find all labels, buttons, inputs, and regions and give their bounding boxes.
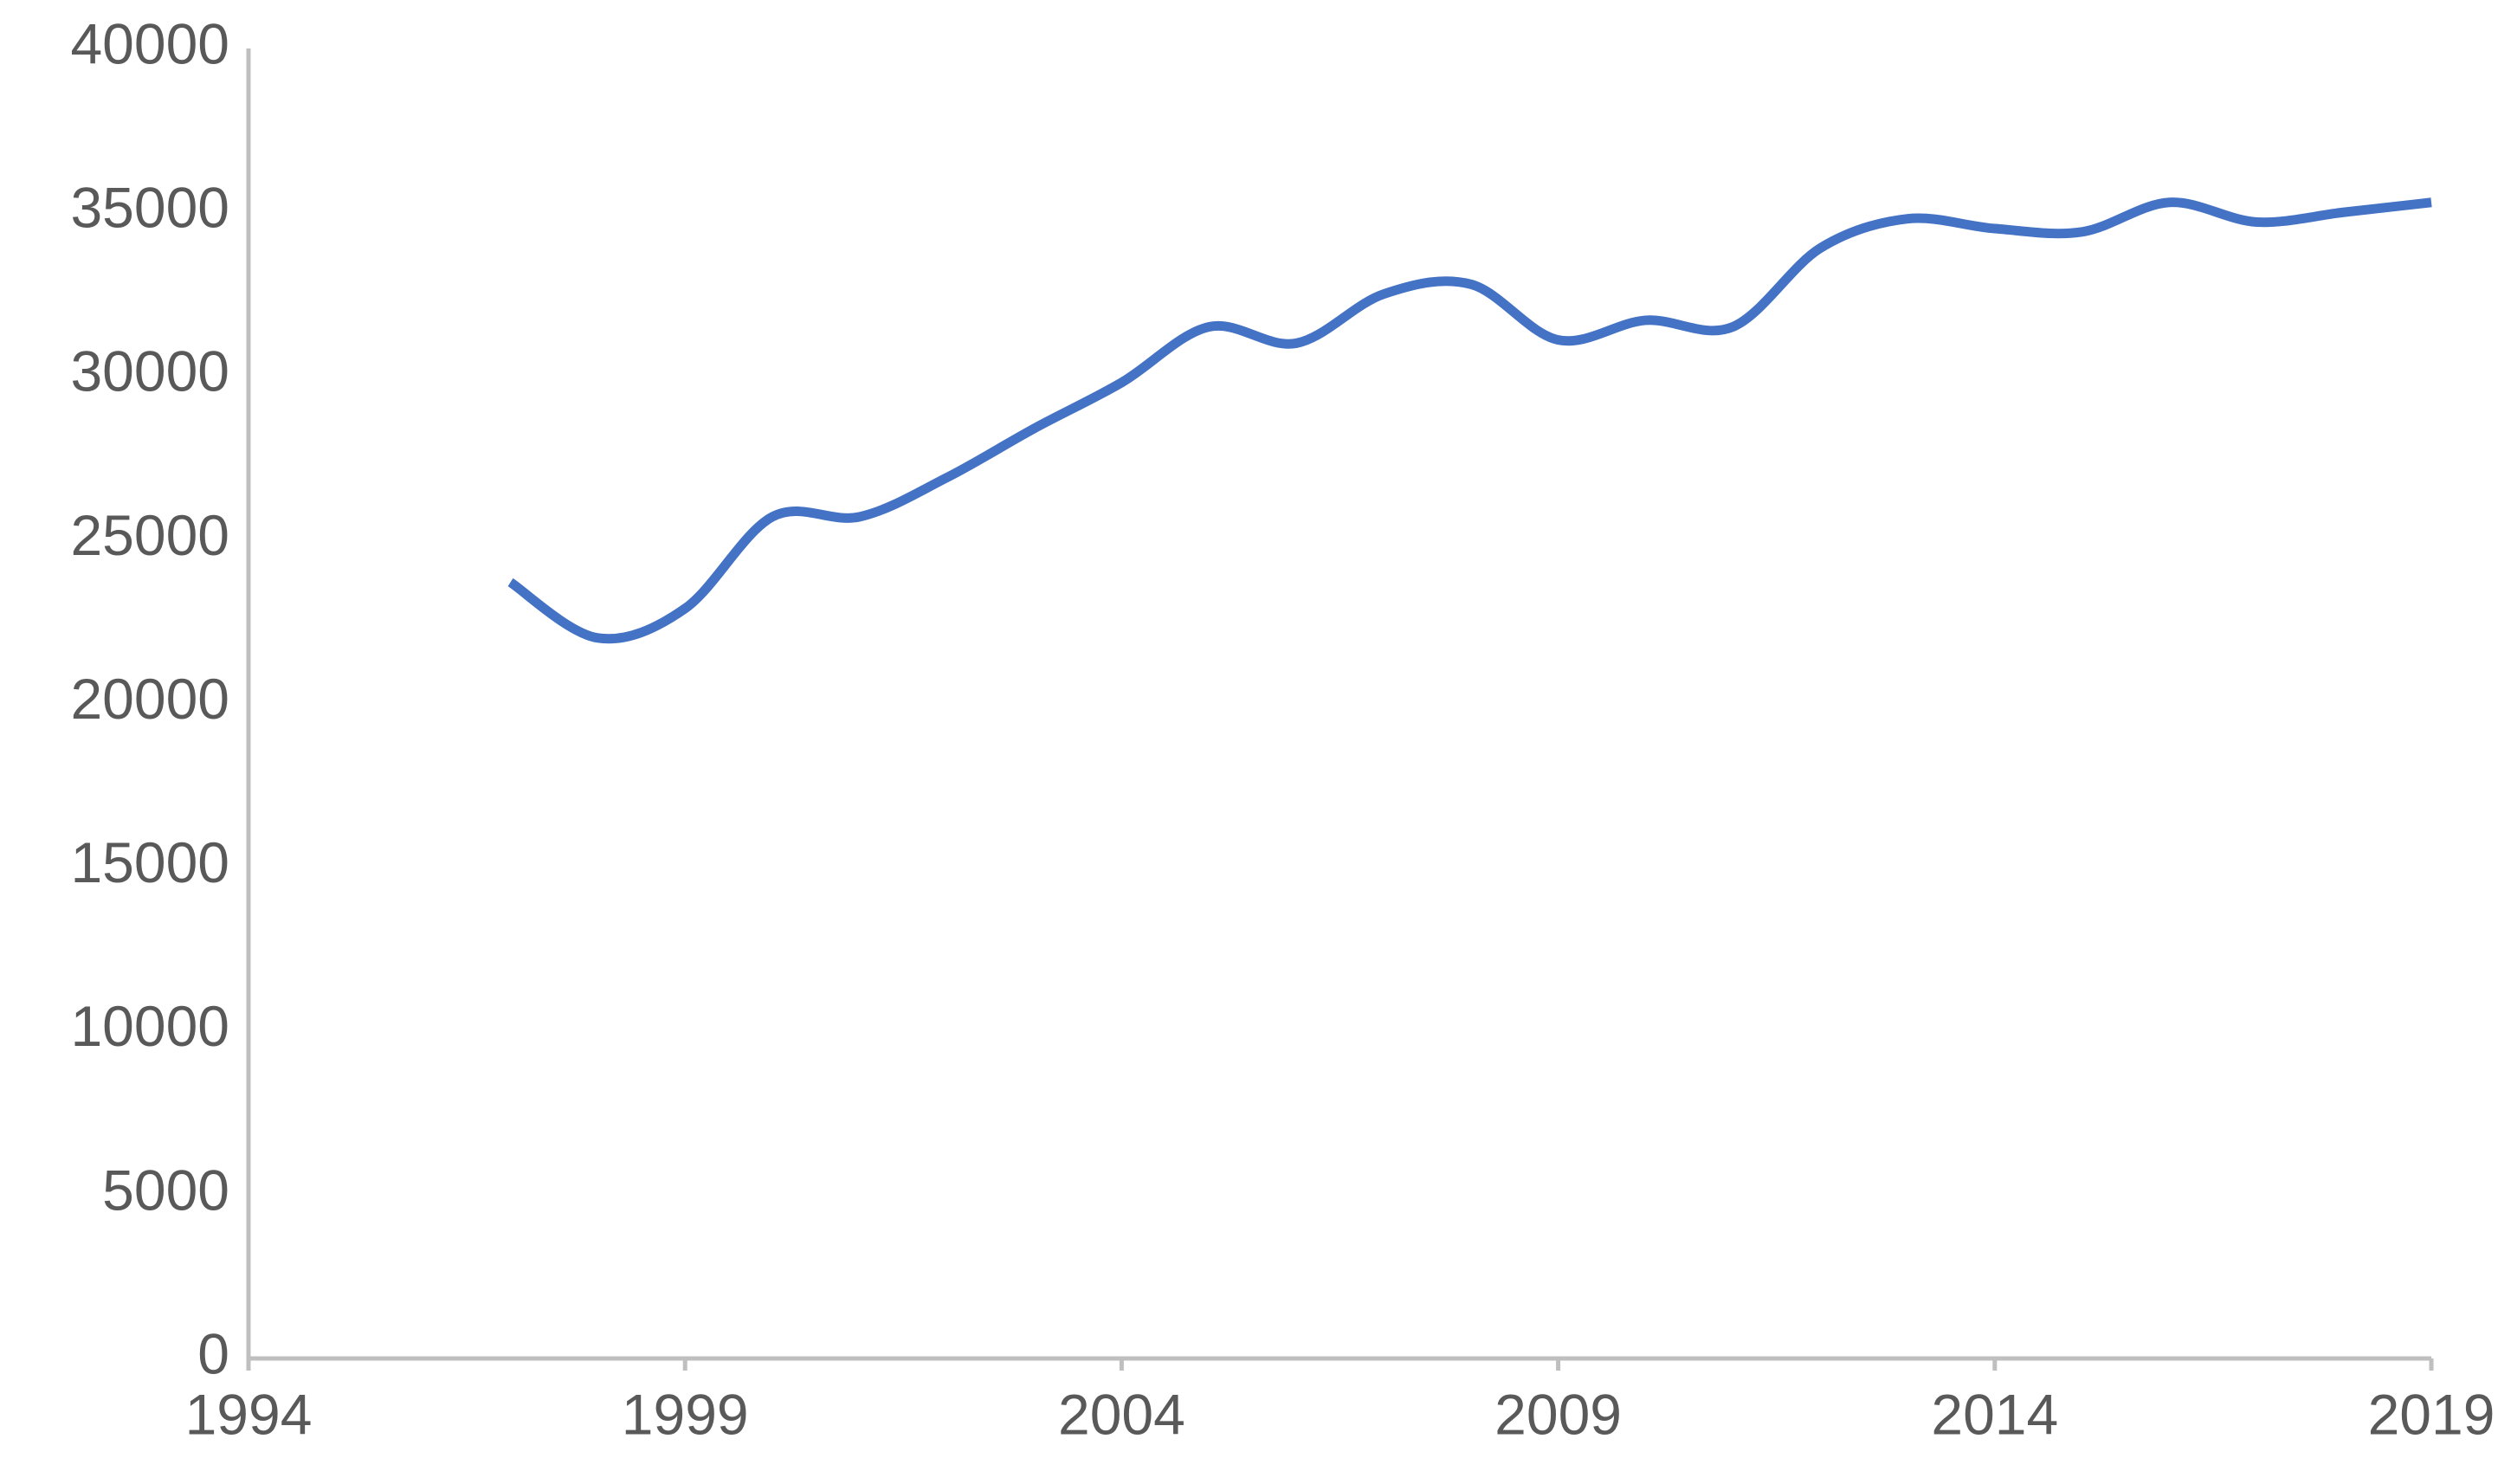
y-tick-label: 25000 [70, 503, 229, 567]
y-tick-label: 20000 [70, 667, 229, 731]
x-tick-label: 2014 [1931, 1382, 2058, 1446]
y-tick-label: 35000 [70, 176, 229, 240]
x-tick-label: 1999 [622, 1382, 749, 1446]
x-tick-label: 1994 [185, 1382, 313, 1446]
y-tick-label: 40000 [70, 11, 229, 75]
y-tick-label: 30000 [70, 339, 229, 403]
y-tick-label: 10000 [70, 994, 229, 1058]
x-tick-label: 2019 [2368, 1382, 2495, 1446]
y-tick-label: 0 [197, 1321, 229, 1385]
y-tick-label: 5000 [102, 1158, 229, 1222]
data-line [507, 197, 2432, 644]
x-tick-label: 2009 [1494, 1382, 1622, 1446]
x-tick-label: 2004 [1058, 1382, 1185, 1446]
y-tick-label: 15000 [70, 830, 229, 894]
